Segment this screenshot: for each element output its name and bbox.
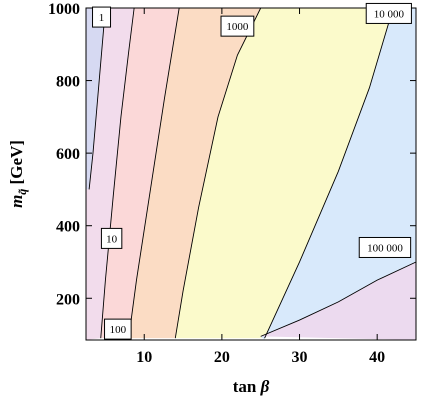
y-axis-title: mq̃ [GeV] bbox=[7, 140, 29, 208]
x-tick-label: 20 bbox=[214, 349, 230, 366]
y-tick-label: 600 bbox=[56, 146, 80, 163]
contour-label: 1 bbox=[92, 6, 112, 28]
x-tick-label: 30 bbox=[292, 349, 308, 366]
region-2 bbox=[100, 8, 180, 339]
svg-text:1: 1 bbox=[99, 12, 105, 24]
contour-line-2 bbox=[128, 7, 180, 339]
svg-text:1000: 1000 bbox=[226, 21, 249, 33]
y-tick-label: 1000 bbox=[48, 1, 80, 18]
contour-label: 100 bbox=[104, 318, 132, 340]
contour-label: 10 bbox=[100, 227, 123, 249]
y-tick-label: 800 bbox=[56, 74, 80, 91]
y-tick-label: 400 bbox=[56, 219, 80, 236]
region-1 bbox=[86, 8, 135, 340]
region-0 bbox=[86, 8, 106, 190]
svg-text:100 000: 100 000 bbox=[367, 242, 403, 254]
y-tick-label: 200 bbox=[56, 291, 80, 308]
contour-line-5 bbox=[260, 261, 417, 337]
plot-frame bbox=[85, 7, 417, 341]
contour-line-0 bbox=[88, 7, 106, 190]
region-4 bbox=[175, 8, 393, 339]
contour-lines bbox=[88, 7, 417, 339]
svg-text:10: 10 bbox=[106, 233, 118, 245]
x-axis-title: tan β bbox=[233, 377, 270, 396]
svg-text:100: 100 bbox=[110, 324, 127, 336]
svg-text:10 000: 10 000 bbox=[374, 8, 405, 20]
axis-ticks: 10 20 30 40 200 400 600 800 1000 bbox=[48, 1, 416, 366]
contour-labels: 1 10 100 1000 10 000 100 000 bbox=[92, 2, 412, 340]
region-3 bbox=[128, 8, 261, 339]
contour-label: 1000 bbox=[220, 15, 255, 37]
contour-line-3 bbox=[174, 7, 262, 339]
x-tick-label: 40 bbox=[369, 349, 385, 366]
contour-label: 10 000 bbox=[365, 2, 412, 24]
contour-line-1 bbox=[100, 7, 135, 339]
contour-label: 100 000 bbox=[358, 236, 412, 258]
x-tick-label: 10 bbox=[136, 349, 152, 366]
